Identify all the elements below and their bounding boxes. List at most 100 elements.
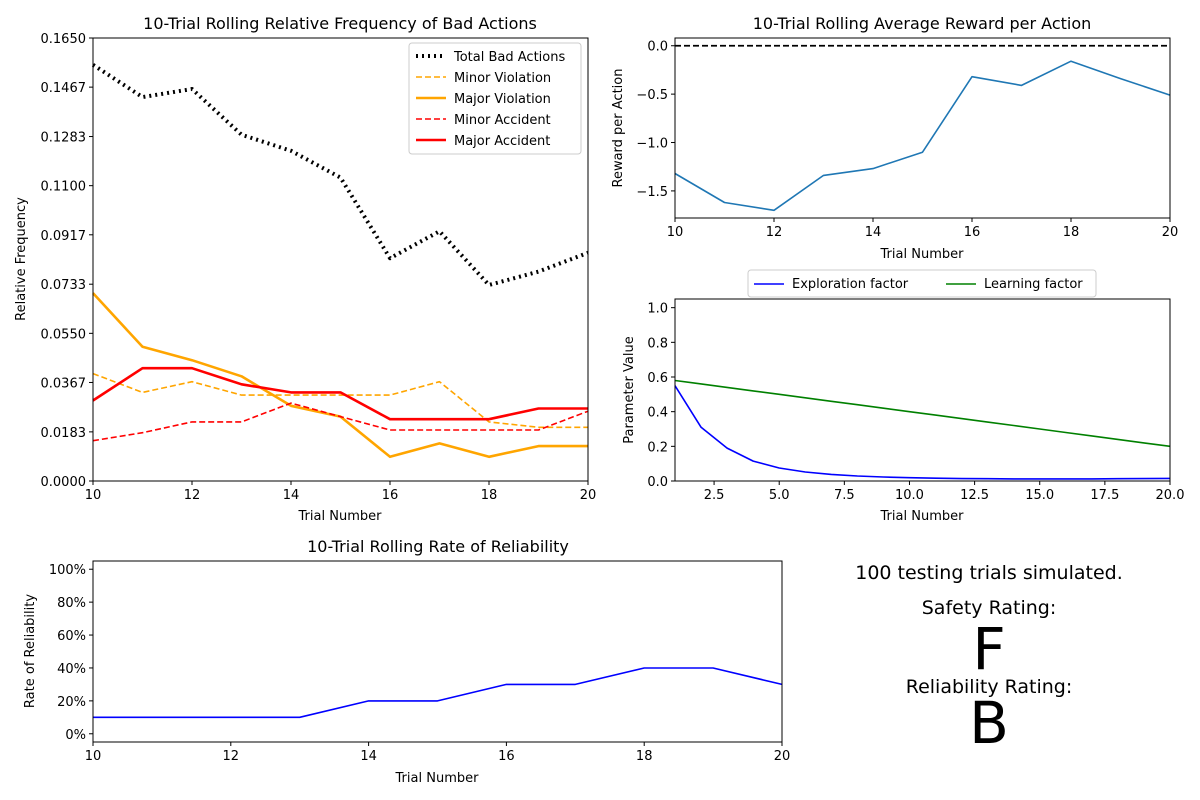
reliability-rating-label: Reliability Rating:	[906, 676, 1073, 698]
x-tick-label: 16	[964, 225, 981, 240]
x-tick-label: 18	[636, 749, 653, 764]
y-tick-label: 0.4	[647, 406, 668, 421]
bad-actions-xlabel: Trial Number	[298, 509, 383, 524]
x-tick-label: 20	[774, 749, 791, 764]
y-tick-label: 40%	[57, 662, 86, 677]
parameters-legend: Exploration factor Learning factor	[747, 269, 1097, 298]
y-tick-label: 0.1100	[41, 180, 87, 195]
legend-box	[747, 269, 1097, 298]
x-tick-label: 20	[1162, 225, 1179, 240]
reliability-xlabel: Trial Number	[395, 771, 480, 786]
bad-actions-title: 10-Trial Rolling Relative Frequency of B…	[143, 14, 537, 33]
legend-total-bad-actions: Total Bad Actions	[453, 50, 565, 65]
x-tick-label: 15.0	[1025, 488, 1054, 503]
parameters-chart: Exploration factor Learning factor 2.5 5.…	[622, 269, 1184, 524]
reward-title: 10-Trial Rolling Average Reward per Acti…	[753, 14, 1092, 33]
legend-learning-factor: Learning factor	[984, 277, 1083, 292]
series-line-panel3-0	[93, 667, 783, 719]
reliability-series	[93, 667, 783, 719]
bad-actions-axes-frame	[92, 37, 589, 482]
series-line-panel1-0	[674, 60, 1171, 212]
safety-rating-label: Safety Rating:	[922, 597, 1056, 619]
y-tick-label: 80%	[57, 596, 86, 611]
reward-ylabel: Reward per Action	[611, 69, 626, 188]
legend-box	[408, 42, 582, 155]
parameters-ylabel: Parameter Value	[622, 336, 637, 443]
bad-actions-series	[91, 63, 589, 459]
x-tick-label: 18	[481, 488, 498, 503]
trials-simulated-text: 100 testing trials simulated.	[855, 562, 1123, 584]
parameters-axes-frame	[674, 298, 1171, 482]
y-tick-label: 60%	[57, 629, 86, 644]
reward-axes-frame	[674, 37, 1171, 219]
y-tick-label: 0.2	[647, 440, 668, 455]
bad-actions-ticks: 10 12 14 16 18 20 0.0000 0.0183 0.0367 0.0550 0.07…	[41, 32, 597, 503]
y-tick-label: 0.1467	[41, 81, 87, 96]
x-tick-label: 12.5	[960, 488, 989, 503]
safety-rating-grade: F	[972, 615, 1005, 683]
x-tick-label: 10	[85, 488, 102, 503]
series-line-exploration-factor	[674, 385, 1171, 480]
y-tick-label: 0.1283	[41, 131, 87, 146]
legend-minor-accident: Minor Accident	[454, 113, 551, 128]
x-tick-label: 7.5	[834, 488, 855, 503]
y-tick-label: 0.0367	[41, 376, 87, 391]
x-tick-label: 12	[184, 488, 201, 503]
ratings-summary: 100 testing trials simulated. Safety Rat…	[855, 562, 1123, 757]
parameters-series	[674, 379, 1171, 480]
y-tick-label: −1.5	[636, 185, 668, 200]
y-tick-label: −0.5	[636, 88, 668, 103]
reward-xlabel: Trial Number	[880, 247, 965, 262]
x-tick-label: 2.5	[704, 488, 725, 503]
y-tick-label: 0.6	[647, 371, 668, 386]
y-tick-label: 0.8	[647, 336, 668, 351]
parameters-xlabel: Trial Number	[880, 509, 965, 524]
parameters-ticks: 2.5 5.0 7.5 10.0 12.5 15.0 17.5 20.0 0.0 0.2 0.4 0.…	[647, 302, 1184, 503]
reliability-rating-grade: B	[969, 689, 1009, 757]
x-tick-label: 14	[865, 225, 882, 240]
x-tick-label: 14	[360, 749, 377, 764]
x-tick-label: 18	[1063, 225, 1080, 240]
x-tick-label: 12	[766, 225, 783, 240]
x-tick-label: 12	[223, 749, 240, 764]
x-tick-label: 10	[85, 749, 102, 764]
series-line-major-violation	[92, 292, 588, 459]
y-tick-label: 100%	[49, 563, 86, 578]
y-tick-label: 0.0733	[41, 278, 87, 293]
x-tick-label: 5.0	[769, 488, 790, 503]
x-tick-label: 16	[382, 488, 399, 503]
y-tick-label: 0.0550	[41, 327, 87, 342]
y-tick-label: 0.0183	[41, 426, 87, 441]
x-tick-label: 20.0	[1156, 488, 1185, 503]
reward-ticks: 10 12 14 16 18 20 −1.5 −1.0 −0.5 0.0	[636, 40, 1178, 240]
x-tick-label: 20	[580, 488, 597, 503]
reliability-axes-frame	[92, 560, 783, 743]
legend-major-violation: Major Violation	[454, 92, 551, 107]
bad-actions-legend: Total Bad Actions Minor Violation Major …	[408, 42, 582, 155]
reward-chart: 10-Trial Rolling Average Reward per Acti…	[611, 14, 1178, 262]
x-tick-label: 16	[498, 749, 515, 764]
series-line-major-accident	[92, 366, 588, 421]
reliability-ylabel: Rate of Reliability	[23, 594, 38, 708]
y-tick-label: 0.0	[647, 475, 668, 490]
x-tick-label: 17.5	[1090, 488, 1119, 503]
y-tick-label: 0.0000	[41, 475, 87, 490]
legend-exploration-factor: Exploration factor	[792, 277, 909, 292]
x-tick-label: 14	[283, 488, 300, 503]
reliability-chart: 10-Trial Rolling Rate of Reliability 10 1…	[23, 537, 790, 786]
series-line-minor-violation	[92, 372, 588, 429]
y-tick-label: 1.0	[647, 302, 668, 317]
reliability-title: 10-Trial Rolling Rate of Reliability	[307, 537, 569, 556]
reward-series	[674, 44, 1171, 212]
y-tick-label: 0%	[65, 728, 86, 743]
bad-actions-ylabel: Relative Frequency	[14, 197, 29, 321]
series-line-learning-factor	[674, 379, 1171, 448]
y-tick-label: 0.0917	[41, 229, 87, 244]
bad-actions-chart: 10-Trial Rolling Relative Frequency of B…	[14, 14, 596, 524]
y-tick-label: 0.0	[647, 40, 668, 55]
series-line-minor-accident	[92, 402, 589, 442]
y-tick-label: 20%	[57, 695, 86, 710]
legend-major-accident: Major Accident	[454, 134, 550, 149]
x-tick-label: 10	[667, 225, 684, 240]
